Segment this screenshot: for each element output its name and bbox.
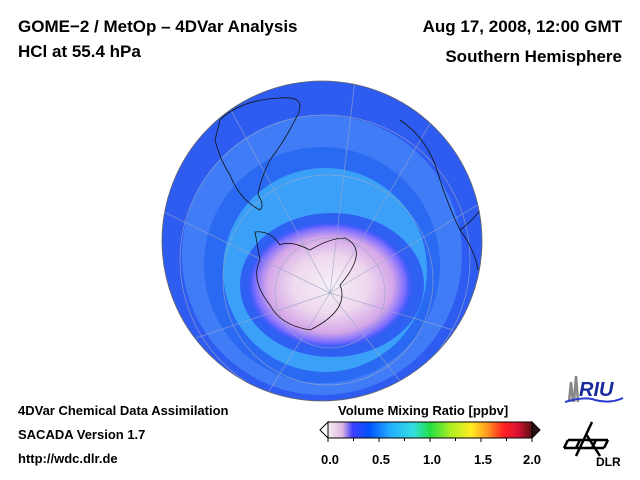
colorbar-tick-1: 0.5 (371, 452, 391, 467)
polar-vortex (246, 221, 414, 349)
map-title: GOME−2 / MetOp – 4DVar Analysis (18, 17, 298, 36)
coastlines (214, 97, 482, 331)
map-subtitle: HCl at 55.4 hPa (18, 42, 141, 61)
riu-text: RIU (579, 379, 614, 401)
colorbar-tick-4: 2.0 (522, 452, 542, 467)
colorbar-ticks (327, 438, 533, 442)
colorbar-gradient (327, 421, 533, 439)
region-label: Southern Hemisphere (445, 47, 622, 66)
colorbar-title: Volume Mixing Ratio [ppbv] (338, 403, 509, 418)
colorbar-min-extend (319, 420, 329, 440)
colorbar-tick-3: 1.5 (473, 452, 493, 467)
colorbar-tick-0: 0.0 (320, 452, 340, 467)
globe-outline (161, 80, 483, 402)
dlr-text: DLR (596, 455, 620, 468)
footer-line-1: 4DVar Chemical Data Assimilation (18, 403, 229, 418)
antarctica-outline (254, 231, 357, 331)
dlr-logo: DLR (562, 421, 620, 468)
colorbar-max-extend (531, 420, 541, 440)
datetime-label: Aug 17, 2008, 12:00 GMT (422, 17, 622, 36)
colorbar-tick-2: 1.0 (422, 452, 442, 467)
river-wave-icon (565, 397, 624, 403)
riu-logo: RIU (565, 375, 624, 403)
australia-outline (459, 229, 479, 271)
africa-outline (399, 119, 482, 231)
footer-line-2: SACADA Version 1.7 (18, 427, 146, 442)
footer-link[interactable]: http://wdc.dlr.de (18, 451, 118, 466)
hemisphere-globe (161, 80, 483, 402)
colorbar (319, 420, 541, 442)
south-america-outline (214, 97, 301, 211)
cathedral-icon (567, 375, 580, 403)
dlr-emblem-icon (562, 421, 610, 457)
